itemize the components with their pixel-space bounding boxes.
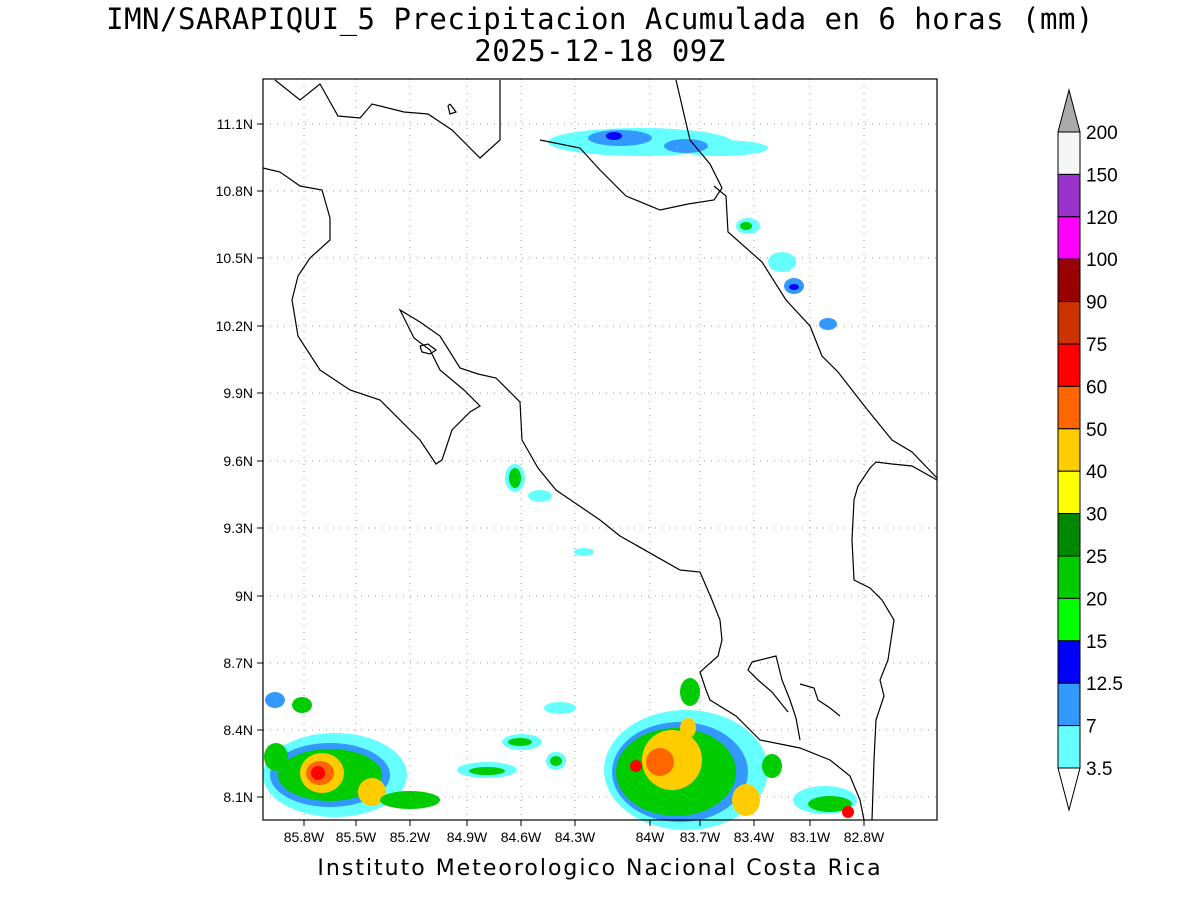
precip-cell — [680, 718, 696, 738]
precip-cell — [574, 548, 594, 556]
colorbar-label: 20 — [1086, 589, 1107, 610]
colorbar-segment — [1057, 597, 1081, 642]
lat-tick-label: 10.5N — [216, 250, 253, 266]
precip-cell — [265, 692, 285, 708]
lat-tick-label: 10.2N — [216, 318, 253, 334]
precip-cell — [664, 139, 708, 153]
colorbar-segment — [1057, 682, 1081, 727]
precip-cell — [819, 318, 837, 330]
colorbar-segment — [1057, 131, 1081, 175]
precip-cell — [528, 490, 552, 502]
lat-tick-label: 11.1N — [217, 116, 253, 132]
colorbar-segment — [1057, 555, 1081, 599]
lon-tick-label: 83.4W — [734, 829, 775, 845]
lat-tick-label: 10.8N — [216, 183, 253, 199]
colorbar-label: 7 — [1086, 717, 1097, 738]
longitude-axis: 85.8W 85.5W 85.2W 84.9W 84.6W 84.3W 84W 83.7W 83… — [284, 820, 885, 845]
map-plot-area — [263, 79, 937, 820]
chart-subtitle-datetime: 2025-12-18 09Z — [474, 34, 726, 68]
colorbar-segment — [1057, 725, 1081, 769]
colorbar-segment — [1057, 513, 1081, 557]
lon-tick-label: 84.6W — [501, 829, 542, 845]
lon-tick-label: 85.2W — [390, 829, 431, 845]
colorbar-label: 60 — [1086, 377, 1107, 398]
precip-cell — [630, 760, 642, 772]
precip-cell — [311, 766, 325, 780]
precip-cell — [469, 767, 505, 775]
coastline — [262, 79, 938, 821]
colorbar-segment — [1057, 428, 1081, 472]
lon-tick-label: 82.8W — [844, 829, 885, 845]
lon-tick-label: 84W — [636, 829, 666, 845]
lon-tick-label: 83.7W — [680, 829, 721, 845]
precip-cell — [808, 796, 852, 812]
colorbar-label: 90 — [1086, 293, 1107, 314]
lat-tick-label: 8.7N — [223, 655, 253, 671]
precip-cell — [292, 697, 312, 713]
colorbar-segment — [1057, 301, 1081, 345]
colorbar-top-triangle — [1057, 88, 1081, 133]
colorbar-bottom-triangle — [1057, 767, 1081, 812]
precip-cell — [680, 678, 700, 706]
lon-tick-label: 85.8W — [284, 829, 325, 845]
lat-tick-label: 8.1N — [223, 789, 253, 805]
colorbar-label: 40 — [1086, 462, 1107, 483]
colorbar-segment — [1057, 343, 1081, 387]
colorbar-label: 15 — [1086, 632, 1107, 653]
colorbar-segment — [1057, 640, 1081, 684]
lon-tick-label: 84.9W — [447, 829, 488, 845]
colorbar-label: 100 — [1086, 250, 1118, 271]
colorbar-segment — [1057, 173, 1081, 218]
chart-title: IMN/SARAPIQUI_5 Precipitacion Acumulada … — [106, 2, 1094, 36]
precip-cell — [550, 756, 562, 766]
precip-cell — [508, 738, 532, 746]
precip-cell — [789, 284, 799, 290]
lat-tick-label: 8.4N — [223, 722, 253, 738]
precipitation-field — [263, 128, 857, 830]
lon-tick-label: 84.3W — [555, 829, 596, 845]
precip-cell — [740, 222, 752, 230]
precip-cell — [768, 252, 796, 272]
colorbar-label: 200 — [1086, 123, 1118, 144]
precip-cell — [732, 784, 760, 816]
colorbar-label: 120 — [1086, 208, 1118, 229]
precip-cell — [264, 743, 288, 771]
precip-cell — [842, 806, 854, 818]
lat-tick-label: 9.3N — [223, 520, 253, 536]
precip-cell — [544, 702, 576, 714]
precip-cell — [509, 468, 521, 488]
precip-cell — [358, 778, 386, 806]
institution-footer: Instituto Meteorologico Nacional Costa R… — [317, 856, 883, 881]
colorbar-label: 50 — [1086, 420, 1107, 441]
colorbar-label: 150 — [1086, 165, 1118, 186]
colorbar-legend: 3.5 7 12.5 15 20 25 30 40 50 60 75 90 100 120 150 200 — [1057, 88, 1123, 812]
precip-cell — [762, 754, 782, 778]
colorbar-segment — [1057, 258, 1081, 303]
lon-tick-label: 85.5W — [336, 829, 377, 845]
lat-tick-label: 9N — [235, 588, 253, 604]
map-frame — [262, 78, 938, 821]
colorbar-segment — [1057, 470, 1081, 515]
precip-cell — [606, 132, 622, 140]
colorbar-segment — [1057, 385, 1081, 430]
colorbar-label: 12.5 — [1086, 674, 1123, 695]
colorbar-label: 25 — [1086, 547, 1107, 568]
colorbar-label: 75 — [1086, 335, 1107, 356]
lat-tick-label: 9.9N — [223, 385, 253, 401]
colorbar-label: 30 — [1086, 505, 1107, 526]
colorbar-label: 3.5 — [1086, 759, 1112, 780]
latitude-axis: 11.1N 10.8N 10.5N 10.2N 9.9N 9.6N 9.3N 9N 8.7N 8.… — [216, 116, 263, 805]
precip-cell — [646, 748, 674, 776]
lat-tick-label: 9.6N — [223, 453, 253, 469]
lon-tick-label: 83.1W — [790, 829, 831, 845]
colorbar-segment — [1057, 216, 1081, 260]
precip-cell — [380, 791, 440, 809]
